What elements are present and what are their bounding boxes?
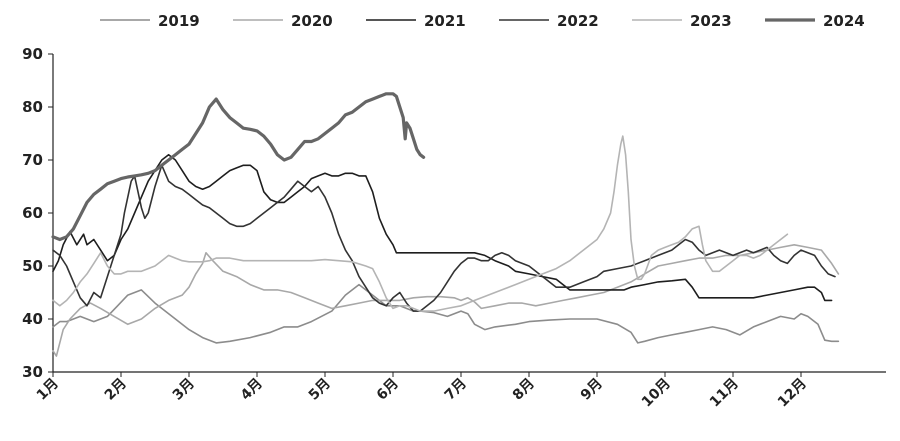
series-line-2020 bbox=[52, 244, 840, 357]
series-line-2019 bbox=[52, 283, 840, 344]
x-tick-label: 9月 bbox=[578, 376, 606, 404]
legend: 2019 2020 2021 2022 2023 2024 bbox=[100, 12, 865, 30]
y-tick-label: 30 bbox=[22, 363, 43, 381]
series-line-2022 bbox=[52, 164, 836, 312]
legend-label-2021: 2021 bbox=[424, 12, 466, 30]
x-tick-label: 12月 bbox=[775, 376, 810, 411]
x-tick-label: 11月 bbox=[707, 376, 742, 411]
legend-label-2023: 2023 bbox=[690, 12, 732, 30]
x-tick-label: 10月 bbox=[639, 376, 674, 411]
y-tick-label: 80 bbox=[22, 98, 43, 116]
series-line-2021 bbox=[52, 153, 833, 302]
x-tick-label: 8月 bbox=[510, 376, 538, 404]
y-tick-label: 50 bbox=[22, 257, 43, 275]
series-line-2023 bbox=[52, 135, 789, 312]
x-tick-label: 6月 bbox=[374, 376, 402, 404]
x-tick-label: 3月 bbox=[170, 376, 198, 404]
legend-label-2020: 2020 bbox=[291, 12, 333, 30]
y-tick-label: 40 bbox=[22, 310, 43, 328]
series-line-2024 bbox=[51, 92, 426, 242]
x-tick-label: 4月 bbox=[238, 376, 266, 404]
y-tick-label: 60 bbox=[22, 204, 43, 222]
x-axis: 1月 2月 3月 4月 5月 6月 7月 8月 9月 10月 11月 12月 bbox=[34, 371, 886, 411]
y-tick-label: 70 bbox=[22, 151, 43, 169]
x-tick-label: 7月 bbox=[442, 376, 470, 404]
x-tick-label: 2月 bbox=[102, 376, 130, 404]
series-layer bbox=[51, 92, 840, 357]
legend-label-2022: 2022 bbox=[557, 12, 599, 30]
y-tick-label: 90 bbox=[22, 45, 43, 63]
x-tick-label: 5月 bbox=[306, 376, 334, 404]
y-axis: 30 40 50 60 70 80 90 bbox=[22, 45, 54, 381]
legend-label-2024: 2024 bbox=[823, 12, 865, 30]
legend-label-2019: 2019 bbox=[158, 12, 200, 30]
